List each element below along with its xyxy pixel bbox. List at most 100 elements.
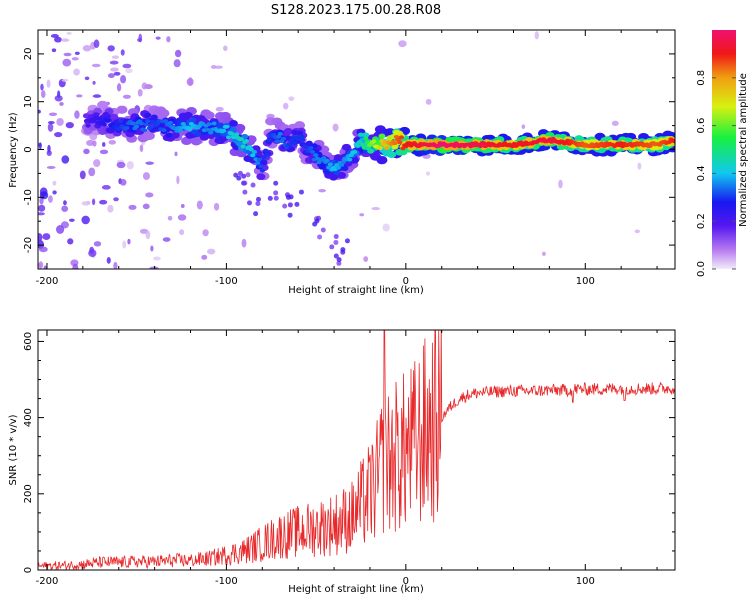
heatmap-cell	[329, 173, 339, 181]
snr-series-line	[38, 330, 675, 570]
heatmap-cell	[255, 196, 261, 202]
heatmap-cell	[376, 156, 388, 165]
heatmap-cell	[264, 152, 270, 157]
heatmap-cell	[397, 140, 403, 145]
spectrogram-ylabel: Frequency (Hz)	[8, 112, 19, 188]
snr-frame	[37, 329, 676, 571]
heatmap-cell	[255, 160, 261, 165]
heatmap-cell	[194, 131, 202, 137]
heatmap-cell	[355, 143, 361, 148]
heatmap-cell	[637, 162, 642, 170]
heatmap-cell	[54, 131, 63, 138]
x-tick-label: -100	[215, 576, 238, 587]
heatmap-cell	[52, 180, 57, 186]
heatmap-cell	[263, 148, 269, 153]
heatmap-cell	[248, 147, 254, 152]
heatmap-cell	[203, 111, 215, 120]
heatmap-cell	[273, 180, 279, 186]
y-tick-label: 600	[23, 332, 34, 351]
y-tick-label: 0	[23, 567, 34, 573]
heatmap-cell	[56, 118, 64, 126]
x-tick-label: 0	[403, 576, 409, 587]
heatmap-cell	[241, 238, 247, 248]
heatmap-cell	[287, 212, 293, 218]
heatmap-cell	[85, 123, 91, 128]
heatmap-cell	[335, 165, 341, 170]
heatmap-cell	[141, 82, 148, 90]
heatmap-cell	[111, 55, 119, 60]
heatmap-cell	[204, 127, 211, 132]
x-tick-label: -200	[36, 276, 59, 287]
heatmap-cell	[378, 133, 386, 139]
colorbar-tick-label: 0.8	[696, 70, 707, 86]
heatmap-cell	[360, 142, 366, 147]
heatmap-cell	[287, 202, 293, 208]
colorbar-tick-label: 0.4	[696, 165, 707, 181]
heatmap-cell	[137, 89, 143, 97]
heatmap-cell	[50, 33, 59, 38]
heatmap-cell	[102, 142, 106, 147]
heatmap-cell	[167, 120, 174, 125]
heatmap-cell	[116, 127, 122, 131]
heatmap-cell	[359, 213, 365, 217]
heatmap-cell	[88, 167, 96, 177]
heatmap-cell	[81, 215, 90, 225]
heatmap-cell	[71, 57, 79, 61]
heatmap-cell	[215, 106, 224, 112]
x-tick-label: 100	[576, 276, 595, 287]
heatmap-cell	[103, 113, 111, 119]
heatmap-cell	[245, 172, 251, 178]
heatmap-cell	[256, 173, 266, 181]
heatmap-cell	[426, 171, 431, 176]
heatmap-cell	[74, 51, 80, 56]
heatmap-cell	[347, 157, 353, 162]
heatmap-cell	[48, 195, 53, 203]
heatmap-cell	[139, 144, 144, 152]
y-tick-label: 0	[23, 146, 34, 152]
heatmap-cell	[267, 195, 273, 201]
heatmap-cell	[106, 118, 112, 123]
heatmap-cell	[282, 203, 288, 209]
heatmap-cell	[144, 112, 152, 118]
heatmap-cell	[63, 200, 67, 206]
heatmap-cell	[155, 36, 161, 40]
snr-ticks: -200 -100 0 100 0 200 400 600	[23, 330, 675, 587]
heatmap-cell	[229, 126, 237, 132]
heatmap-cell	[384, 146, 390, 151]
heatmap-cell	[201, 254, 208, 260]
heatmap-cell	[107, 45, 115, 52]
heatmap-cell	[541, 251, 546, 256]
heatmap-cell	[256, 157, 262, 162]
heatmap-cell	[333, 154, 343, 161]
heatmap-cell	[250, 153, 256, 158]
heatmap-cell	[165, 132, 173, 138]
heatmap-cell	[122, 240, 127, 249]
heatmap-cell	[180, 203, 185, 209]
heatmap-cell	[108, 139, 117, 145]
y-tick-label: 200	[23, 484, 34, 503]
heatmap-cell	[59, 101, 64, 106]
heatmap-cell	[116, 161, 126, 169]
y-tick-label: -10	[23, 189, 34, 205]
heatmap-cell	[47, 123, 54, 132]
heatmap-cell	[237, 170, 243, 176]
heatmap-cell	[341, 165, 349, 171]
heatmap-cell	[150, 245, 154, 252]
colorbar-tick-label: 0.6	[696, 118, 707, 134]
heatmap-cell	[46, 150, 52, 156]
heatmap-cell	[92, 112, 100, 118]
heatmap-cell	[113, 261, 118, 269]
heatmap-cell	[213, 132, 221, 138]
heatmap-cell	[317, 234, 323, 240]
heatmap-cell	[38, 109, 41, 114]
heatmap-cell	[391, 144, 399, 150]
heatmap-cell	[167, 215, 173, 221]
heatmap-cell	[170, 131, 180, 139]
heatmap-cell	[425, 98, 432, 105]
heatmap-cell	[276, 134, 282, 139]
heatmap-cell	[266, 137, 272, 142]
heatmap-cell	[223, 45, 228, 52]
heatmap-cell	[260, 159, 268, 166]
heatmap-cell	[38, 204, 46, 212]
heatmap-cell	[333, 253, 339, 259]
